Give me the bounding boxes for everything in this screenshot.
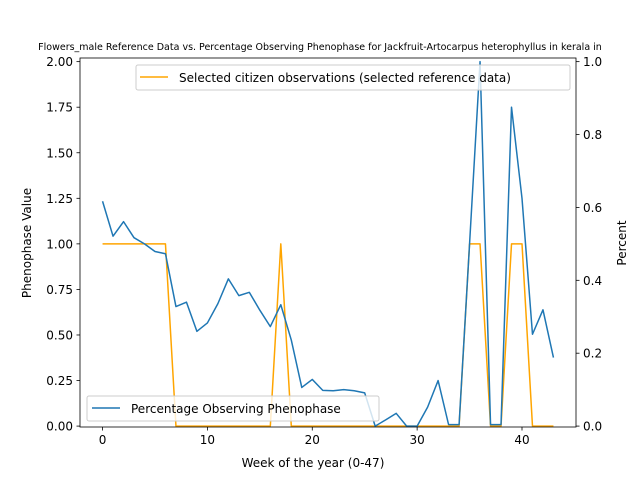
legend-bottom-box xyxy=(86,395,380,422)
series-line-1 xyxy=(101,60,555,427)
x-tick-label: 40 xyxy=(514,433,529,447)
x-tick-label: 30 xyxy=(409,433,424,447)
y-tick-label-left: 1.00 xyxy=(46,237,73,251)
legend-bottom: Percentage Observing Phenophase xyxy=(86,395,380,422)
plot-area xyxy=(101,60,555,427)
legend-top: Selected citizen observations (selected … xyxy=(135,64,571,91)
axes-frame xyxy=(79,57,577,428)
x-tick-label: 20 xyxy=(305,433,320,447)
y-tick-label-left: 1.75 xyxy=(46,101,73,115)
y-tick-label-right: 0.8 xyxy=(583,128,602,142)
y-tick-label-left: 0.50 xyxy=(46,328,73,342)
x-tick-label: 0 xyxy=(99,433,107,447)
y-tick-label-left: 0.75 xyxy=(46,283,73,297)
y-tick-label-right: 0.6 xyxy=(583,201,602,215)
legend-top-label: Selected citizen observations (selected … xyxy=(179,71,511,85)
x-tick-label: 10 xyxy=(200,433,215,447)
y-axis-label-right: Percent xyxy=(615,220,629,265)
y-tick-label-right: 0.0 xyxy=(583,420,602,434)
y-tick-label-left: 2.00 xyxy=(46,55,73,69)
y-tick-label-right: 0.2 xyxy=(583,347,602,361)
y-tick-label-right: 0.4 xyxy=(583,274,602,288)
y-tick-label-left: 1.50 xyxy=(46,146,73,160)
y-tick-label-left: 1.25 xyxy=(46,192,73,206)
series-line-0 xyxy=(102,243,554,427)
axes: 0 10 20 30 40 0.00 0.25 0.50 0.75 1.00 1.25 1.50 1.7… xyxy=(46,55,602,447)
legend-bottom-label: Percentage Observing Phenophase xyxy=(131,402,341,416)
y-axis-label-left: Phenophase Value xyxy=(20,188,34,298)
y-tick-label-left: 0.00 xyxy=(46,420,73,434)
y-tick-label-left: 0.25 xyxy=(46,374,73,388)
x-axis-label: Week of the year (0-47) xyxy=(242,456,385,470)
chart-title: Flowers_male Reference Data vs. Percenta… xyxy=(38,42,602,53)
legend-top-box xyxy=(135,64,571,91)
y-tick-label-right: 1.0 xyxy=(583,55,602,69)
